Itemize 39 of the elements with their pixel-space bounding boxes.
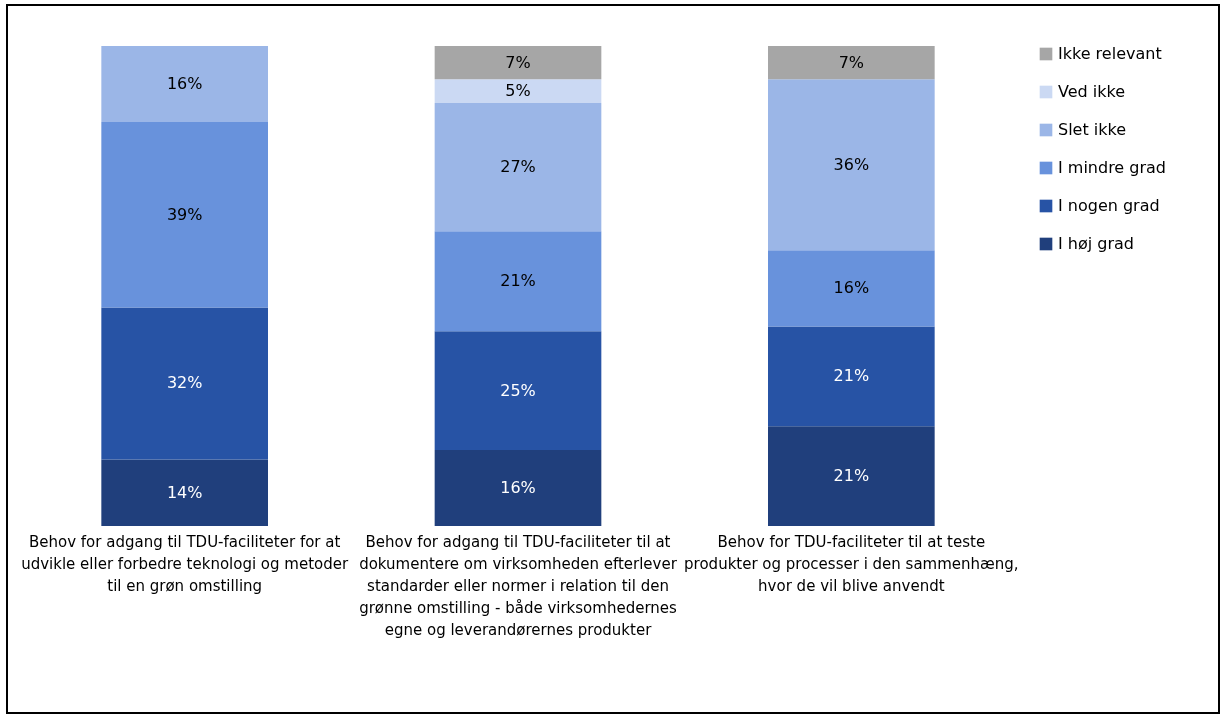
- legend-label: Ved ikke: [1058, 82, 1126, 101]
- bar: [768, 326, 935, 427]
- x-tick-label: Behov for TDU-faciliteter til at teste produkter og processer i den sammenhæng, hvor de vil blive anvendt: [684, 532, 1019, 595]
- x-tick-label: Behov for adgang til TDU-faciliteter for at udvikle eller forbedre teknologi og metoder til en grøn omstilling: [21, 532, 349, 595]
- data-label: 7%: [505, 52, 531, 72]
- data-label: 7%: [838, 52, 865, 72]
- data-label: 39%: [166, 204, 203, 224]
- data-label: 21%: [833, 466, 870, 486]
- legend-label: I høj grad: [1058, 234, 1134, 253]
- bar: [434, 331, 602, 450]
- data-label: 16%: [166, 74, 203, 94]
- data-label: 16%: [500, 477, 536, 497]
- bar: [768, 79, 935, 251]
- bar: [768, 426, 935, 526]
- bar: [101, 459, 268, 526]
- data-label: 25%: [500, 380, 536, 400]
- bar: [434, 449, 602, 526]
- data-label: 32%: [166, 373, 203, 393]
- x-tick-label: Behov for adgang til TDU-faciliteter til at dokumentere om virksomheden efterlever standarder eller normer i relation til den grønne omstilling - både virksomhedernes egne og leverandørernes produkter: [359, 532, 678, 639]
- legend-label: I nogen grad: [1058, 196, 1160, 215]
- bar: [434, 46, 602, 80]
- data-label: 16%: [833, 278, 870, 298]
- data-label: 14%: [166, 482, 203, 502]
- data-label: 27%: [500, 157, 536, 177]
- data-label: 5%: [505, 81, 531, 101]
- legend-label: Slet ikke: [1058, 120, 1127, 139]
- bar: [434, 103, 602, 232]
- bar: [434, 79, 602, 104]
- data-label: 36%: [833, 154, 870, 174]
- bar: [434, 231, 602, 332]
- bar: [101, 307, 268, 460]
- bar: [768, 46, 935, 80]
- bar: [101, 122, 268, 308]
- legend-label: Ikke relevant: [1058, 44, 1162, 63]
- bar: [768, 250, 935, 327]
- data-label: 21%: [833, 366, 870, 386]
- bar: [101, 46, 268, 123]
- data-label: 21%: [500, 271, 536, 291]
- legend-label: I mindre grad: [1058, 158, 1166, 177]
